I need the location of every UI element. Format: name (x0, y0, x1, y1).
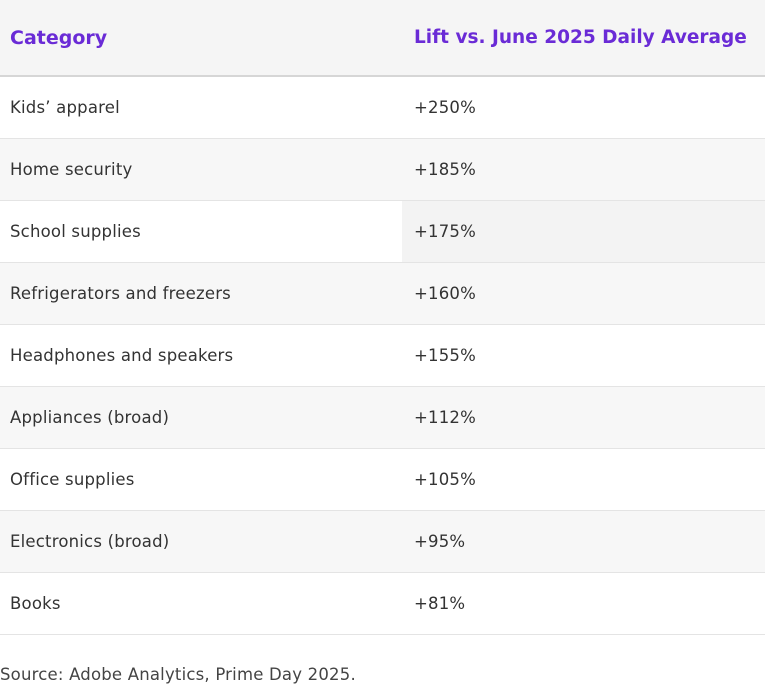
lift-cell: +160% (402, 262, 765, 325)
category-cell: Books (0, 572, 402, 635)
column-header-category: Category (0, 0, 402, 77)
table-row: Headphones and speakers +155% (0, 324, 765, 387)
lift-cell: +105% (402, 448, 765, 511)
lift-cell: +155% (402, 324, 765, 387)
lift-cell: +250% (402, 76, 765, 139)
category-cell: Kids’ apparel (0, 76, 402, 139)
table-row: Office supplies +105% (0, 448, 765, 511)
category-lift-table-container: Category Lift vs. June 2025 Daily Averag… (0, 0, 765, 635)
table-row: Kids’ apparel +250% (0, 76, 765, 139)
category-lift-table: Category Lift vs. June 2025 Daily Averag… (0, 0, 765, 635)
table-row: School supplies +175% (0, 200, 765, 263)
category-cell: Electronics (broad) (0, 510, 402, 573)
category-cell: Refrigerators and freezers (0, 262, 402, 325)
lift-cell: +81% (402, 572, 765, 635)
source-note: Source: Adobe Analytics, Prime Day 2025. (0, 665, 356, 684)
table-row: Appliances (broad) +112% (0, 386, 765, 449)
lift-cell: +95% (402, 510, 765, 573)
table-row: Electronics (broad) +95% (0, 510, 765, 573)
category-cell: Headphones and speakers (0, 324, 402, 387)
table-body: Kids’ apparel +250% Home security +185% … (0, 76, 765, 635)
category-cell: Home security (0, 138, 402, 201)
table-header-row: Category Lift vs. June 2025 Daily Averag… (0, 0, 765, 77)
lift-cell: +112% (402, 386, 765, 449)
table-row: Books +81% (0, 572, 765, 635)
column-header-lift: Lift vs. June 2025 Daily Average (402, 0, 765, 77)
category-cell: School supplies (0, 200, 402, 263)
table-row: Refrigerators and freezers +160% (0, 262, 765, 325)
table-row: Home security +185% (0, 138, 765, 201)
table-header: Category Lift vs. June 2025 Daily Averag… (0, 0, 765, 77)
lift-cell: +185% (402, 138, 765, 201)
category-cell: Office supplies (0, 448, 402, 511)
lift-cell: +175% (402, 200, 765, 263)
category-cell: Appliances (broad) (0, 386, 402, 449)
